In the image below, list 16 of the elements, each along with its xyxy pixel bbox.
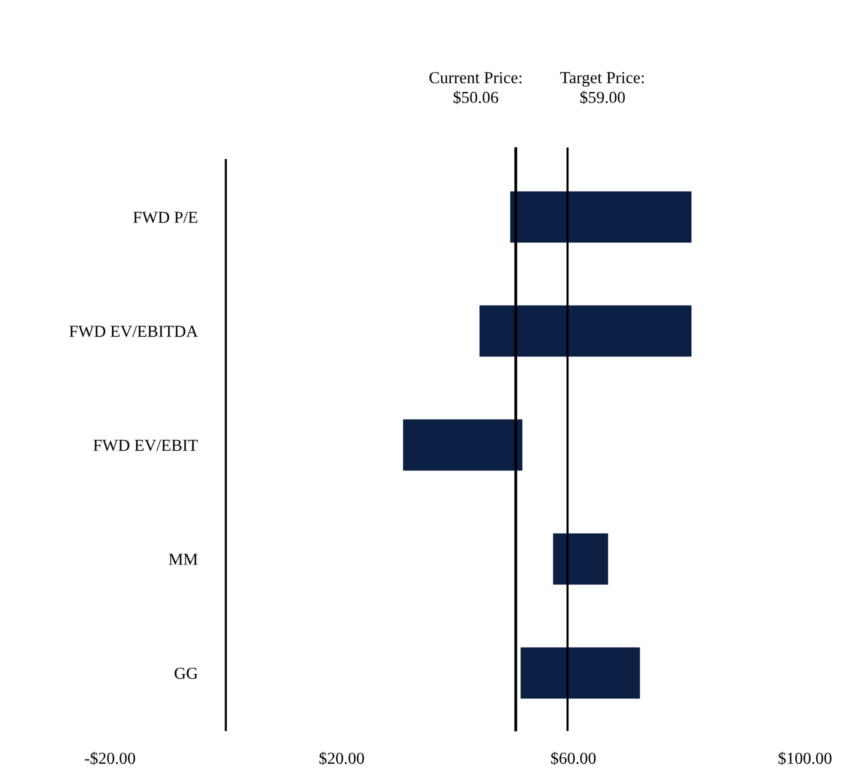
- x-tick-label: $20.00: [319, 752, 364, 766]
- bar: [520, 647, 640, 699]
- y-tick-label: MM: [168, 554, 198, 565]
- ref-line-label: Target Price: $59.00: [560, 72, 644, 104]
- x-tick-label: $100.00: [778, 752, 832, 766]
- y-tick-label: GG: [174, 668, 198, 679]
- y-tick-label: FWD P/E: [133, 212, 198, 224]
- ref-line-label: Current Price: $50.06: [429, 72, 522, 104]
- bar: [403, 419, 522, 471]
- x-tick-label: -$20.00: [84, 752, 136, 766]
- x-tick-label: $60.00: [551, 752, 596, 766]
- bar: [553, 533, 608, 585]
- bar: [510, 191, 692, 243]
- y-tick-label: FWD EV/EBIT: [93, 440, 198, 452]
- bar: [480, 305, 692, 357]
- y-tick-label: FWD EV/EBITDA: [69, 326, 198, 338]
